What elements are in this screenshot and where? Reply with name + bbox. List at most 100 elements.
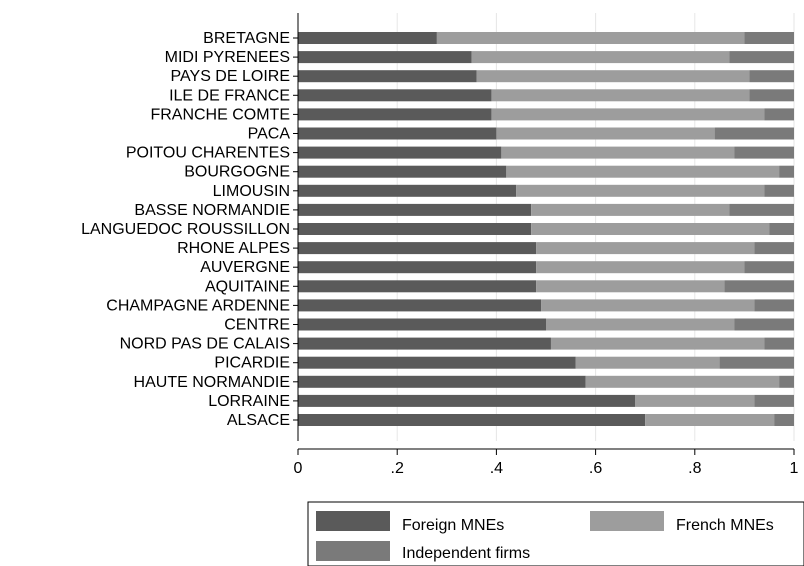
bar-haute-normandie-series-1 bbox=[585, 375, 780, 388]
bar-pays-de-loire-series-1 bbox=[476, 70, 750, 83]
bar-aquitaine-series-2 bbox=[724, 280, 794, 293]
bar-lorraine-series-2 bbox=[754, 394, 794, 407]
category-label: RHONE ALPES bbox=[177, 240, 290, 257]
bar-bretagne-series-0 bbox=[298, 32, 437, 44]
bar-bourgogne-series-2 bbox=[779, 165, 794, 178]
bar-champagne-ardenne-series-0 bbox=[298, 299, 542, 312]
bar-paca-series-2 bbox=[714, 127, 794, 140]
bar-auvergne-series-2 bbox=[744, 261, 794, 274]
bar-alsace-series-2 bbox=[774, 414, 794, 426]
bar-limousin-series-0 bbox=[298, 184, 517, 197]
bar-alsace-series-1 bbox=[645, 414, 775, 426]
bar-poitou-charentes-series-1 bbox=[501, 146, 735, 159]
bar-picardie-series-1 bbox=[575, 356, 720, 369]
category-label: BRETAGNE bbox=[203, 30, 290, 47]
bar-nord-pas-de-calais-series-2 bbox=[764, 337, 794, 350]
bar-centre-series-2 bbox=[734, 318, 794, 331]
legend-label-0: Foreign MNEs bbox=[402, 517, 504, 534]
category-label: AUVERGNE bbox=[200, 259, 290, 276]
bar-ile-de-france-series-2 bbox=[749, 89, 794, 102]
category-label: ALSACE bbox=[227, 412, 290, 429]
bar-nord-pas-de-calais-series-1 bbox=[550, 337, 765, 350]
bar-languedoc-roussillon-series-2 bbox=[769, 223, 794, 235]
bar-franche-comte-series-2 bbox=[764, 108, 794, 121]
bar-picardie-series-0 bbox=[298, 356, 576, 369]
bar-alsace-series-0 bbox=[298, 414, 646, 426]
category-label: LANGUEDOC ROUSSILLON bbox=[81, 221, 290, 238]
bar-limousin-series-1 bbox=[516, 184, 765, 197]
category-label: CENTRE bbox=[224, 317, 290, 334]
bar-franche-comte-series-0 bbox=[298, 108, 492, 121]
legend-swatch-2 bbox=[316, 541, 390, 561]
category-label: BASSE NORMANDIE bbox=[134, 202, 290, 219]
category-label: POITOU CHARENTES bbox=[126, 145, 290, 162]
legend: Foreign MNEs French MNEs Independent firms bbox=[307, 501, 804, 566]
bar-bourgogne-series-0 bbox=[298, 165, 507, 178]
bar-bretagne-series-2 bbox=[744, 32, 794, 44]
bar-paca-series-1 bbox=[496, 127, 715, 140]
category-label: CHAMPAGNE ARDENNE bbox=[106, 297, 290, 314]
category-label: NORD PAS DE CALAIS bbox=[120, 336, 290, 353]
bar-poitou-charentes-series-2 bbox=[734, 146, 794, 159]
y-axis: BRETAGNE MIDI PYRENEES PAYS DE LOIRE ILE DE… bbox=[81, 13, 299, 441]
category-label: PAYS DE LOIRE bbox=[171, 68, 290, 85]
legend-box bbox=[307, 501, 804, 566]
bar-midi-pyrenees-series-0 bbox=[298, 51, 472, 64]
bar-bourgogne-series-1 bbox=[506, 165, 780, 178]
bar-languedoc-roussillon-series-1 bbox=[531, 223, 770, 235]
category-label: BOURGOGNE bbox=[184, 164, 290, 181]
bar-rhone-alpes-series-2 bbox=[754, 242, 794, 255]
bar-rhone-alpes-series-1 bbox=[536, 242, 755, 255]
bar-franche-comte-series-1 bbox=[491, 108, 765, 121]
bar-basse-normandie-series-1 bbox=[531, 203, 730, 216]
bar-ile-de-france-series-0 bbox=[298, 89, 492, 102]
x-axis: 0 .2 .4 .6 .8 1 bbox=[294, 448, 799, 477]
category-label: ILE DE FRANCE bbox=[169, 87, 290, 104]
x-tick-label: 1 bbox=[790, 460, 799, 477]
bar-languedoc-roussillon-series-0 bbox=[298, 223, 532, 235]
bar-centre-series-0 bbox=[298, 318, 546, 331]
bars-group bbox=[298, 32, 794, 426]
bar-centre-series-1 bbox=[546, 318, 735, 331]
category-label: MIDI PYRENEES bbox=[165, 49, 290, 66]
bar-haute-normandie-series-0 bbox=[298, 375, 586, 388]
bar-champagne-ardenne-series-1 bbox=[541, 299, 755, 312]
category-label: PACA bbox=[248, 126, 291, 143]
bar-auvergne-series-1 bbox=[536, 261, 745, 274]
category-label: AQUITAINE bbox=[205, 278, 290, 295]
legend-label-1: French MNEs bbox=[676, 517, 774, 534]
legend-swatch-1 bbox=[590, 511, 664, 531]
bar-champagne-ardenne-series-2 bbox=[754, 299, 794, 312]
x-tick-label: 0 bbox=[294, 460, 303, 477]
legend-swatch-0 bbox=[316, 511, 390, 531]
bar-pays-de-loire-series-0 bbox=[298, 70, 477, 83]
category-label: FRANCHE COMTE bbox=[150, 106, 290, 123]
legend-label-2: Independent firms bbox=[402, 545, 530, 562]
bar-midi-pyrenees-series-2 bbox=[729, 51, 794, 64]
bar-lorraine-series-0 bbox=[298, 394, 636, 407]
category-label: LIMOUSIN bbox=[213, 183, 290, 200]
bar-haute-normandie-series-2 bbox=[779, 375, 794, 388]
bar-nord-pas-de-calais-series-0 bbox=[298, 337, 551, 350]
bar-picardie-series-2 bbox=[719, 356, 794, 369]
bar-poitou-charentes-series-0 bbox=[298, 146, 502, 159]
bar-auvergne-series-0 bbox=[298, 261, 537, 274]
bar-aquitaine-series-1 bbox=[536, 280, 725, 293]
bar-bretagne-series-1 bbox=[436, 32, 745, 44]
category-label: PICARDIE bbox=[214, 355, 290, 372]
category-label: HAUTE NORMANDIE bbox=[134, 374, 290, 391]
category-label: LORRAINE bbox=[208, 393, 290, 410]
x-tick-label: .6 bbox=[589, 460, 602, 477]
bar-pays-de-loire-series-2 bbox=[749, 70, 794, 83]
bar-basse-normandie-series-0 bbox=[298, 203, 532, 216]
x-tick-label: .4 bbox=[490, 460, 503, 477]
bar-midi-pyrenees-series-1 bbox=[471, 51, 730, 64]
bar-rhone-alpes-series-0 bbox=[298, 242, 537, 255]
x-tick-label: .8 bbox=[688, 460, 701, 477]
bar-limousin-series-2 bbox=[764, 184, 794, 197]
bar-basse-normandie-series-2 bbox=[729, 203, 794, 216]
x-tick-label: .2 bbox=[391, 460, 404, 477]
bar-lorraine-series-1 bbox=[635, 394, 755, 407]
